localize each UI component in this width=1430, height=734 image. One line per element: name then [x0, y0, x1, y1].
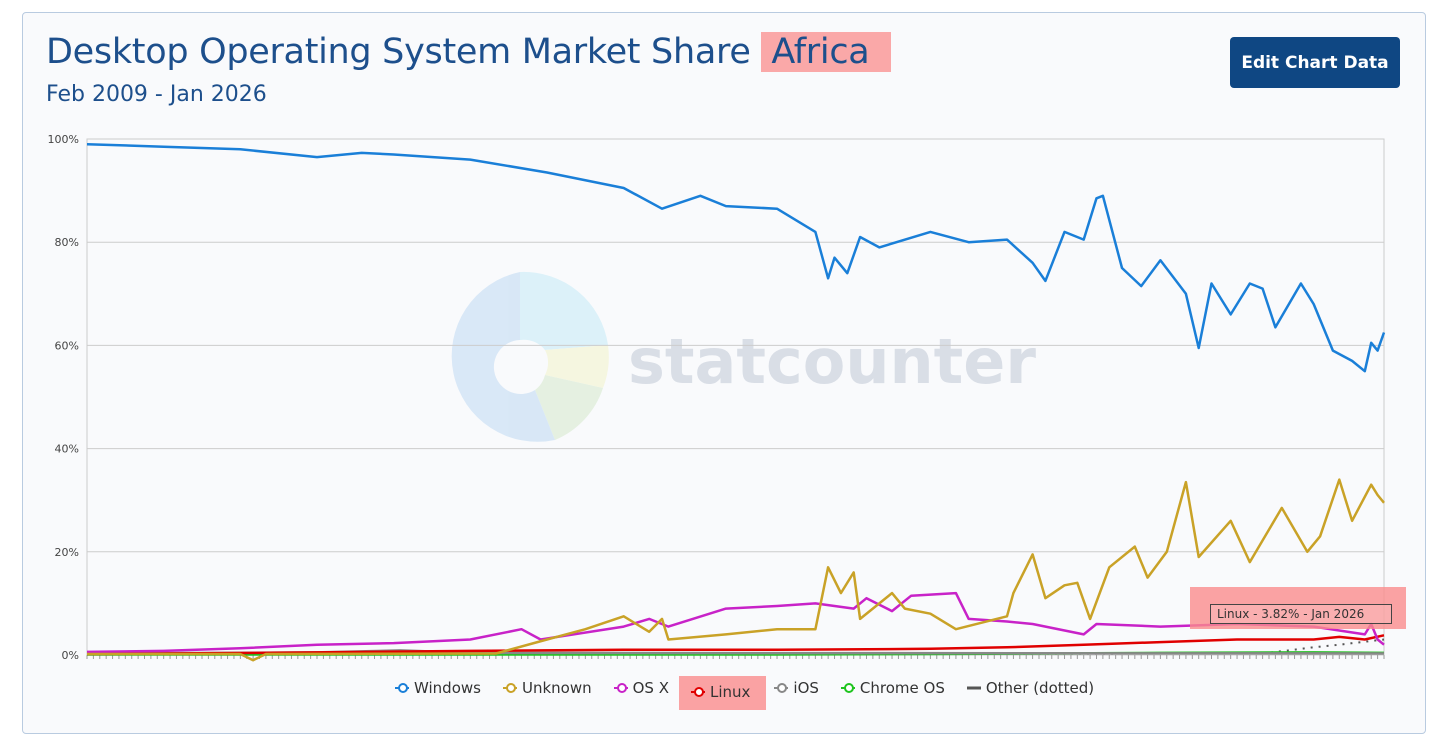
- statcounter-watermark: statcounter: [451, 271, 1036, 442]
- series-line-linux[interactable]: [86, 634, 1385, 656]
- legend-label: Chrome OS: [859, 679, 945, 697]
- legend-label: Unknown: [521, 679, 592, 697]
- series-line-unknown[interactable]: [87, 478, 1385, 662]
- y-tick-label: 0%: [62, 649, 79, 662]
- legend-label: Windows: [414, 679, 481, 697]
- legend-item-unknown[interactable]: Unknown: [502, 676, 592, 700]
- y-tick-label: 100%: [48, 133, 79, 146]
- date-range: Feb 2009 - Jan 2026: [46, 82, 267, 107]
- circle-marker-icon: [840, 683, 855, 693]
- legend-item-windows[interactable]: Windows: [395, 676, 481, 700]
- legend-label: OS X: [632, 679, 669, 697]
- tooltip: Linux - 3.82% - Jan 2026: [1210, 604, 1392, 624]
- legend-label: Other (dotted): [985, 679, 1095, 697]
- edit-chart-data-button[interactable]: Edit Chart Data: [1230, 37, 1400, 88]
- circle-marker-icon: [613, 683, 628, 693]
- legend-label: Linux: [709, 683, 751, 701]
- legend: Windows Unknown OS X Linux iOS Chrome OS Other…: [395, 676, 1116, 710]
- y-tick-label: 20%: [55, 546, 79, 559]
- legend-item-other-dotted[interactable]: Other (dotted): [966, 676, 1095, 700]
- line-marker-icon: [966, 686, 981, 690]
- highlight: [1190, 587, 1406, 629]
- y-tick-label: 60%: [55, 339, 79, 352]
- y-tick-label: 80%: [55, 236, 79, 249]
- page-title: Desktop Operating System Market Share Af…: [46, 32, 892, 72]
- region-label: Africa: [761, 32, 892, 72]
- circle-marker-icon: [690, 687, 705, 697]
- legend-item-chrome-os[interactable]: Chrome OS: [840, 676, 945, 700]
- circle-marker-icon: [395, 683, 409, 693]
- series-line-windows[interactable]: [86, 142, 1386, 373]
- y-tick-label: 40%: [55, 443, 79, 456]
- circle-marker-icon: [502, 683, 517, 693]
- svg-text:statcounter: statcounter: [628, 325, 1036, 398]
- legend-label: iOS: [793, 679, 819, 697]
- circle-marker-icon: [774, 683, 789, 693]
- legend-item-linux[interactable]: Linux: [678, 676, 767, 710]
- legend-item-ios[interactable]: iOS: [774, 676, 819, 700]
- legend-item-os-x[interactable]: OS X: [613, 676, 669, 700]
